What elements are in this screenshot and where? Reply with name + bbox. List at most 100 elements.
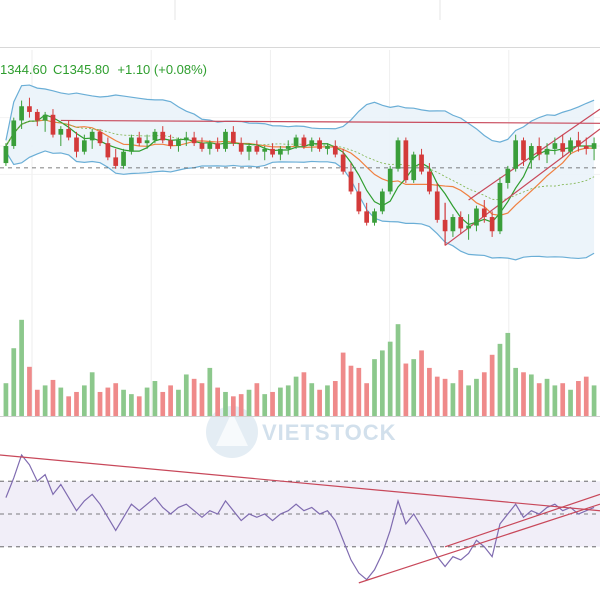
candle-body — [19, 106, 24, 121]
candle-body — [121, 151, 126, 166]
candle-body — [528, 146, 534, 161]
candle-body — [450, 217, 456, 232]
candle-body — [387, 168, 393, 192]
volume-bar — [191, 378, 197, 416]
volume-bar — [254, 383, 260, 416]
volume-bar — [325, 385, 330, 416]
candle-body — [521, 140, 526, 161]
candle-body — [176, 140, 181, 147]
candle-body — [254, 146, 260, 152]
volume-bar — [521, 372, 526, 416]
ohlc-close: C1345.80 — [53, 62, 109, 77]
rsi-channel-trendline — [444, 493, 600, 548]
candle-body — [183, 137, 189, 141]
candle-body — [89, 131, 95, 141]
candle-body — [552, 143, 558, 149]
candle-body — [419, 154, 424, 172]
candle-body — [152, 131, 158, 141]
volume-bar — [497, 343, 503, 416]
candle-body — [301, 137, 307, 147]
volume-bar — [411, 359, 417, 416]
candle-body — [458, 217, 464, 229]
volume-bar — [58, 387, 64, 416]
volume-bar — [121, 389, 126, 416]
candle-body — [246, 146, 252, 152]
candle-body — [591, 143, 597, 149]
resistance-trendline — [60, 119, 600, 124]
candle-body — [576, 140, 581, 147]
candle-body — [81, 140, 87, 152]
candle-body — [238, 143, 244, 152]
candle-body — [74, 137, 79, 152]
candle-body — [168, 140, 173, 147]
volume-bar — [552, 385, 558, 416]
watermark-text: VIETSTOCK — [262, 420, 397, 445]
volume-bar — [442, 378, 448, 416]
volume-bar — [223, 391, 228, 416]
candle-body — [544, 148, 550, 155]
volume-bar — [66, 396, 72, 416]
volume-bar — [129, 394, 134, 416]
volume-bar — [513, 367, 519, 416]
volume-bar — [458, 370, 464, 416]
volume-bar — [3, 383, 9, 416]
volume-bar — [176, 389, 181, 416]
volume-bar — [27, 366, 32, 416]
volume-bar — [419, 350, 424, 416]
volume-bar — [544, 378, 550, 416]
volume-bar — [144, 387, 150, 416]
rsi-support-trendline — [358, 503, 600, 584]
candle-body — [285, 146, 291, 149]
candle-body — [583, 146, 589, 149]
candle-body — [11, 120, 17, 147]
candle-body — [497, 182, 503, 232]
candle-body — [560, 143, 566, 152]
candle-body — [262, 148, 268, 152]
volume-bar — [246, 389, 252, 416]
candle-body — [136, 137, 142, 144]
volume-bar — [481, 372, 487, 416]
volume-bar — [34, 389, 40, 416]
volume-bar — [309, 383, 315, 416]
candle-body — [395, 140, 401, 169]
bollinger-mid-line — [5, 119, 595, 201]
volume-bar — [113, 383, 119, 416]
volume-bar — [395, 324, 401, 416]
candle-body — [50, 114, 56, 135]
candle-body — [434, 191, 440, 220]
candle-body — [568, 140, 573, 152]
candle-body — [105, 143, 111, 158]
candle-body — [513, 140, 519, 169]
volume-bar — [238, 394, 244, 416]
rsi-resistance-trendline — [0, 454, 600, 512]
volume-bar — [11, 348, 17, 416]
volume-bar — [278, 387, 283, 416]
volume-bar — [348, 365, 354, 416]
volume-bar — [536, 383, 542, 416]
candle-body — [356, 191, 362, 212]
candle-body — [481, 208, 487, 218]
candle-body — [230, 131, 236, 144]
volume-bar — [270, 391, 275, 416]
volume-bar — [450, 383, 456, 416]
candle-body — [207, 143, 213, 149]
volume-bar — [19, 319, 24, 416]
volume-bar — [168, 385, 173, 416]
bollinger-lower-line — [5, 150, 595, 261]
watermark-logo: VIETSTOCK — [206, 406, 397, 458]
candle-body — [58, 128, 64, 135]
volume-bar — [42, 385, 48, 416]
volume-bar — [466, 385, 471, 416]
candle-body — [403, 140, 409, 181]
bollinger-fill — [5, 85, 595, 260]
ohlc-change: +1.10 (+0.08%) — [117, 62, 207, 77]
candle-body — [66, 128, 72, 138]
volume-bar — [293, 376, 299, 416]
volume-bar — [74, 391, 79, 416]
candle-body — [379, 191, 385, 212]
candle-body — [348, 171, 354, 192]
candle-body — [372, 211, 377, 223]
volume-bar — [152, 381, 158, 416]
watermark-arrow-icon — [216, 412, 248, 446]
